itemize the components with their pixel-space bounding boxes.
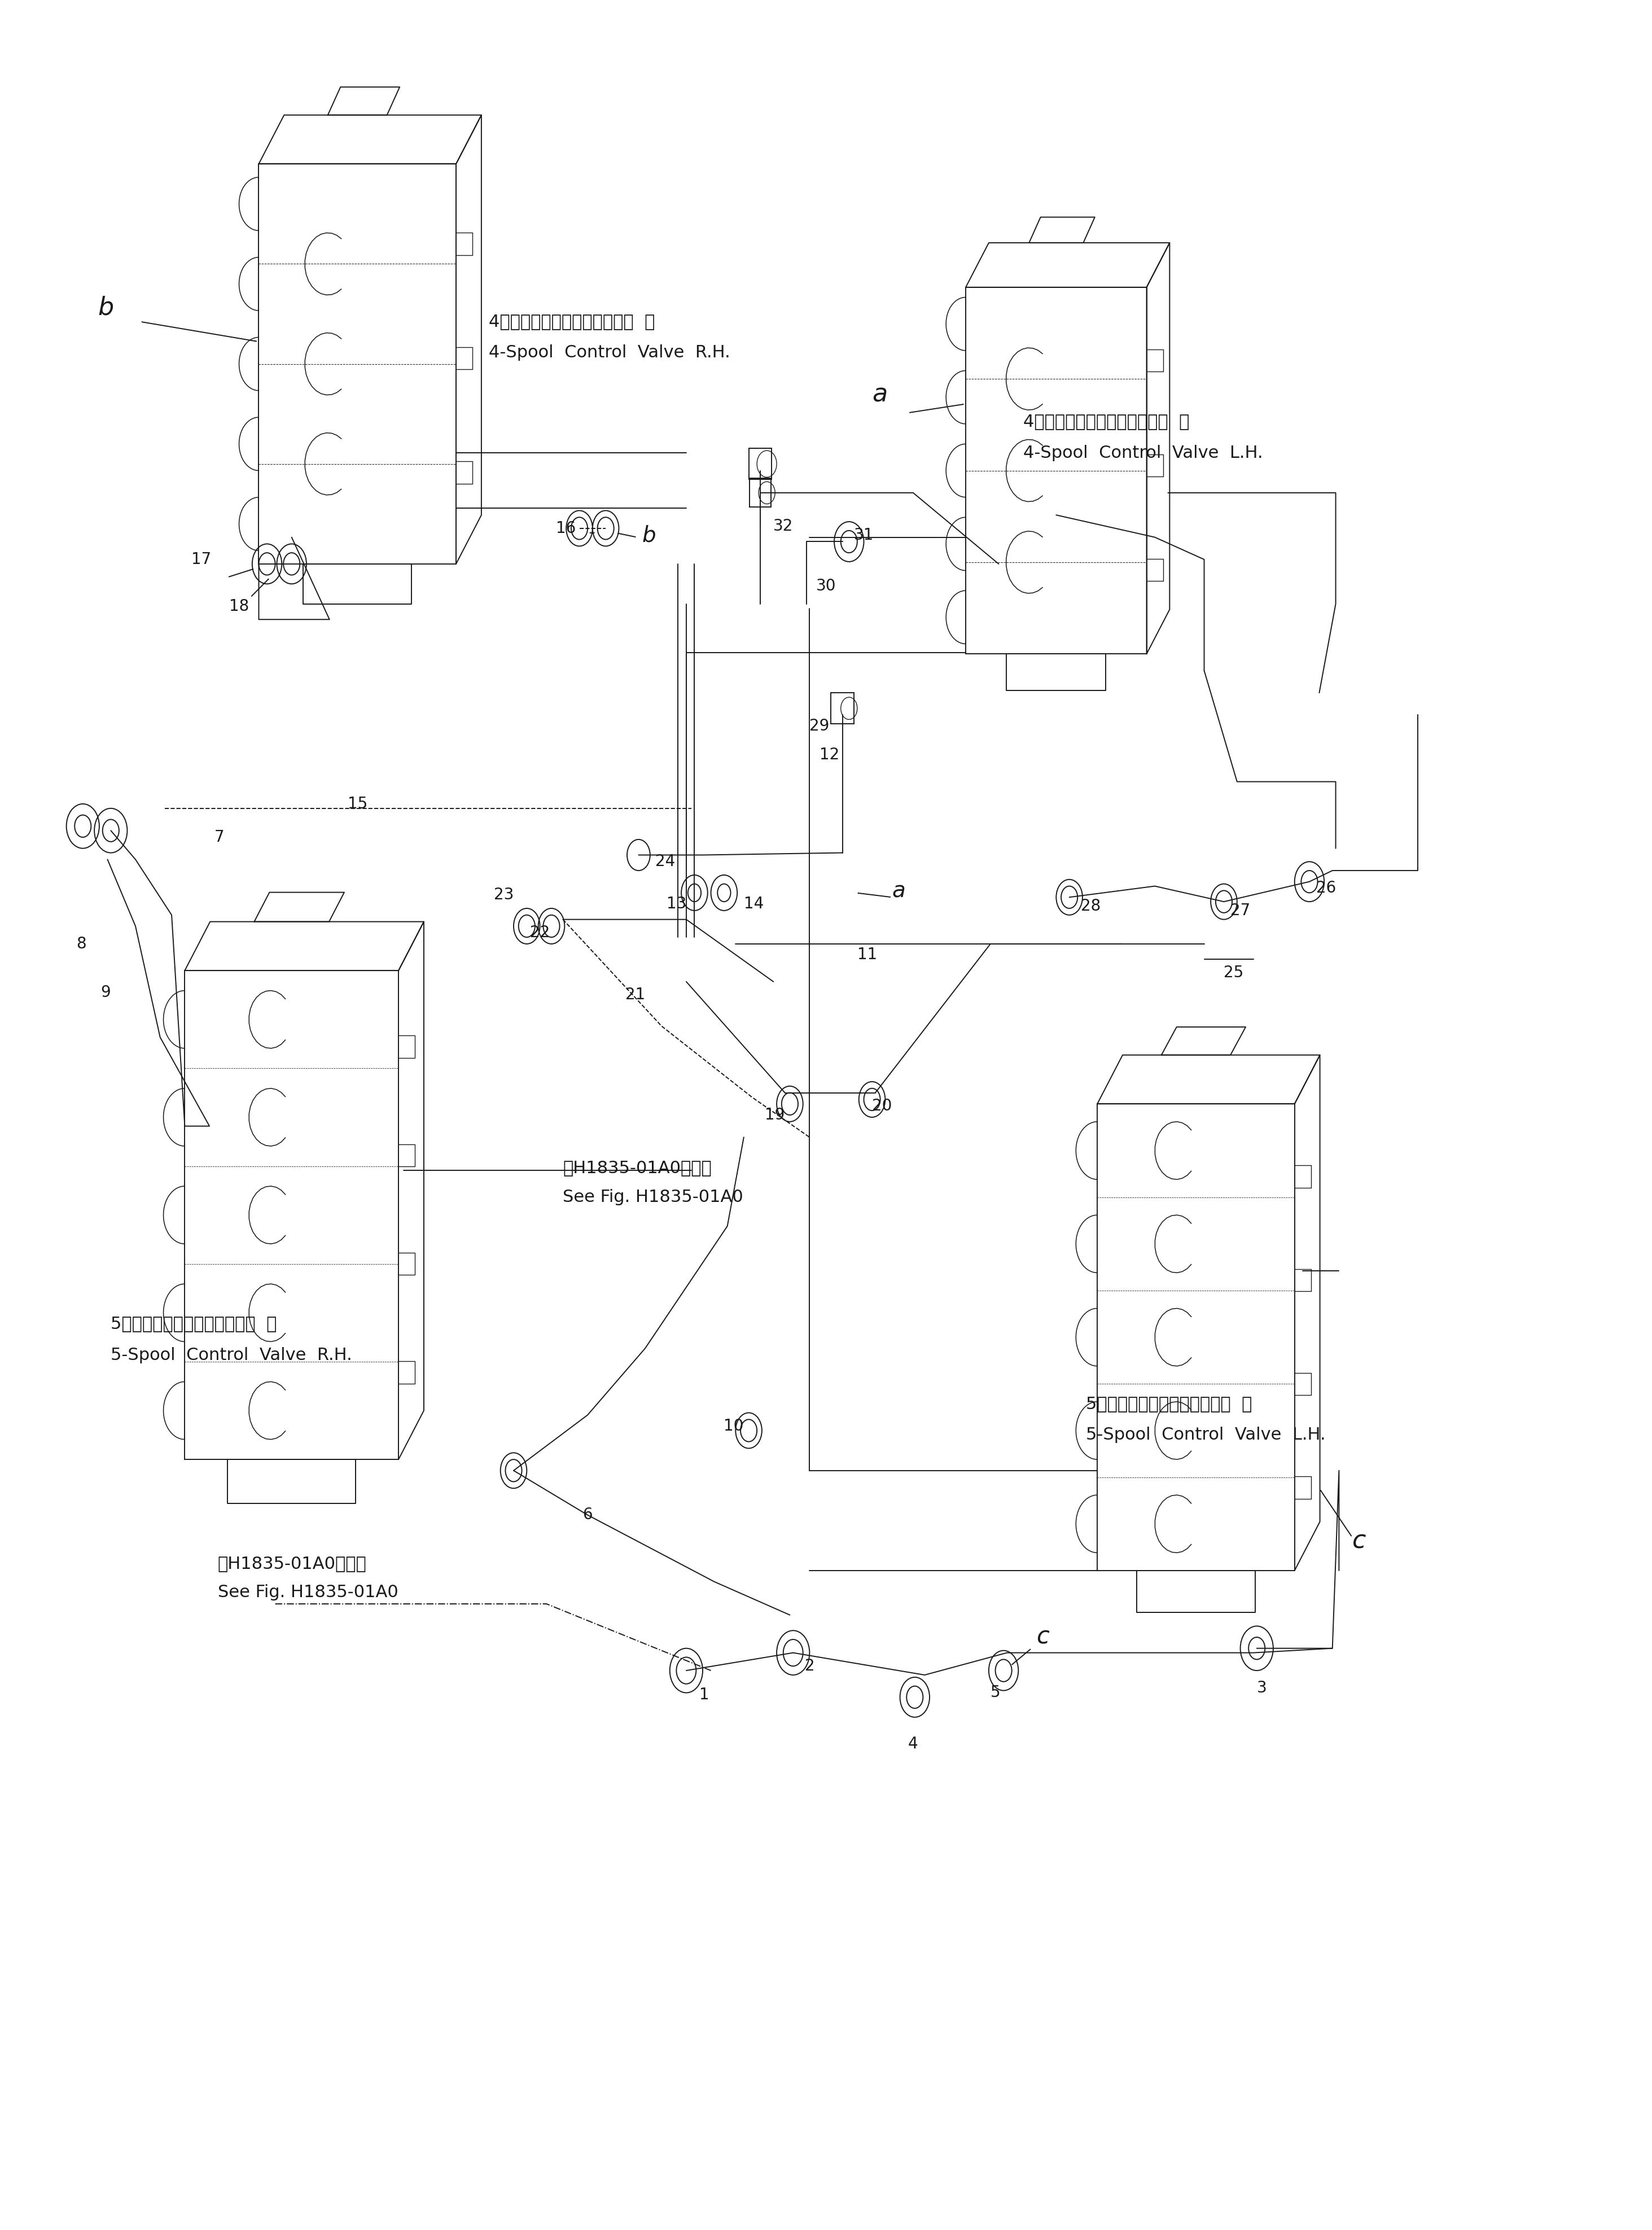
Text: 30: 30 — [816, 578, 836, 593]
Text: c: c — [1351, 1530, 1366, 1554]
Text: 28: 28 — [1080, 899, 1100, 914]
Text: 26: 26 — [1317, 881, 1336, 896]
Text: 10: 10 — [724, 1418, 743, 1434]
Text: 1: 1 — [699, 1688, 709, 1704]
Text: See Fig. H1835-01A0: See Fig. H1835-01A0 — [218, 1583, 398, 1601]
Text: 第H1835-01A0図参照: 第H1835-01A0図参照 — [563, 1160, 712, 1175]
Text: 12: 12 — [819, 747, 839, 763]
Text: 第H1835-01A0図参照: 第H1835-01A0図参照 — [218, 1554, 367, 1572]
Text: 4: 4 — [909, 1735, 919, 1753]
Text: 4スプールコントロールバルブ  左: 4スプールコントロールバルブ 左 — [1023, 413, 1189, 430]
Text: 16: 16 — [557, 520, 577, 535]
Text: 19: 19 — [765, 1106, 785, 1124]
Text: 21: 21 — [626, 988, 646, 1004]
Text: 18: 18 — [230, 598, 249, 613]
Text: 20: 20 — [872, 1097, 892, 1115]
Bar — [750, 479, 771, 506]
Text: a: a — [892, 881, 905, 901]
Text: 23: 23 — [494, 888, 514, 903]
Text: 6: 6 — [583, 1507, 593, 1523]
Text: 32: 32 — [773, 517, 793, 533]
Text: 2: 2 — [805, 1659, 814, 1675]
Text: 15: 15 — [347, 796, 367, 812]
Text: 3: 3 — [1257, 1681, 1267, 1697]
Text: 7: 7 — [215, 830, 225, 845]
Text: 5-Spool  Control  Valve  R.H.: 5-Spool Control Valve R.H. — [111, 1347, 352, 1363]
Text: 13: 13 — [666, 896, 686, 912]
Text: a: a — [872, 384, 887, 406]
Text: b: b — [643, 524, 656, 546]
Text: c: c — [1036, 1626, 1049, 1648]
Text: 9: 9 — [101, 986, 111, 1001]
Text: 11: 11 — [857, 948, 877, 963]
Bar — [748, 448, 771, 479]
Text: 5スプールコントロールバルブ  右: 5スプールコントロールバルブ 右 — [111, 1316, 278, 1331]
Text: 27: 27 — [1231, 903, 1251, 919]
Text: 4-Spool  Control  Valve  R.H.: 4-Spool Control Valve R.H. — [489, 346, 730, 361]
Text: 4-Spool  Control  Valve  L.H.: 4-Spool Control Valve L.H. — [1023, 444, 1264, 462]
Text: 25: 25 — [1224, 966, 1244, 981]
Text: 8: 8 — [76, 937, 86, 952]
Text: 31: 31 — [854, 526, 874, 542]
Text: See Fig. H1835-01A0: See Fig. H1835-01A0 — [563, 1189, 743, 1204]
Text: 4スプールコントロールバルブ  右: 4スプールコントロールバルブ 右 — [489, 314, 656, 330]
Text: 5: 5 — [991, 1686, 1001, 1701]
Bar — [831, 694, 854, 725]
Text: b: b — [97, 297, 114, 321]
Text: 24: 24 — [654, 854, 676, 870]
Text: 14: 14 — [743, 896, 763, 912]
Text: 5スプールコントロールバルブ  左: 5スプールコントロールバルブ 左 — [1085, 1396, 1252, 1412]
Text: 5-Spool  Control  Valve  L.H.: 5-Spool Control Valve L.H. — [1085, 1427, 1325, 1443]
Text: 29: 29 — [809, 718, 829, 734]
Text: 22: 22 — [530, 925, 550, 941]
Text: 17: 17 — [192, 551, 211, 566]
